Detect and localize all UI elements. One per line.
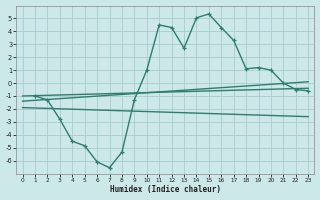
X-axis label: Humidex (Indice chaleur): Humidex (Indice chaleur) [110,185,221,194]
